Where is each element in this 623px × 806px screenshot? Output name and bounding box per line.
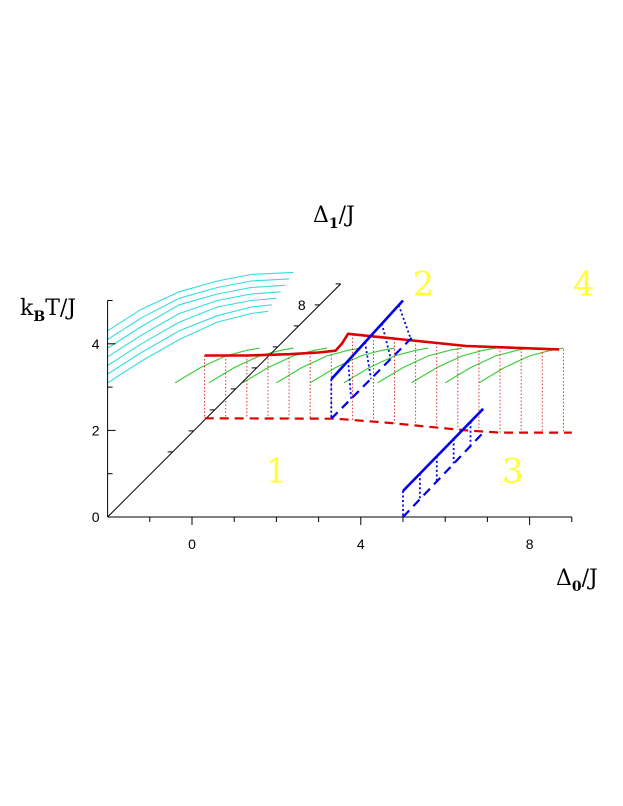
x-tick-label: 4	[357, 536, 365, 552]
cyan-surface-curve	[107, 310, 269, 384]
x-axis-title: Δ0/J	[556, 566, 598, 595]
z-tick-label: 2	[92, 422, 100, 438]
green-surface-curve	[478, 347, 564, 384]
phase-boundaries	[204, 299, 572, 518]
labels: Δ0/J Δ1/J kBT/J 1 2 3 4	[20, 203, 598, 595]
blue-drop-line	[381, 323, 392, 360]
region-label-4: 4	[573, 265, 595, 305]
critical-temperature-upper-line	[204, 332, 560, 357]
blue-drop-line	[364, 342, 372, 379]
tricritical-upper-back-line	[330, 299, 404, 381]
x-tick-label: 0	[188, 536, 196, 552]
cyan-surface-curve	[107, 278, 290, 340]
cyan-surface-curve	[107, 304, 273, 375]
tricritical-lower-front-line	[402, 431, 484, 518]
axes: 0 4 8 0 2 4 8	[92, 283, 573, 552]
green-surface-curve	[309, 347, 395, 384]
region-label-1: 1	[266, 451, 288, 491]
surface-curves	[107, 271, 564, 384]
green-surface-curve	[343, 347, 429, 384]
z-tick-label: 4	[92, 336, 100, 352]
cyan-surface-curve	[107, 291, 281, 358]
drop-lines	[204, 304, 564, 517]
region-label-3: 3	[502, 451, 524, 491]
tricritical-lower-back-line	[330, 333, 417, 420]
cyan-surface-curve	[107, 284, 285, 349]
x-tick-label: 8	[526, 536, 534, 552]
green-surface-curve	[444, 347, 530, 384]
green-surface-curve	[242, 347, 328, 384]
cyan-surface-curve	[107, 297, 277, 366]
region-label-2: 2	[413, 265, 435, 305]
y-tick-label: 8	[298, 297, 306, 313]
y-axis-line	[107, 283, 342, 518]
blue-drop-line	[397, 304, 412, 340]
critical-temperature-lower-line	[204, 417, 572, 434]
cyan-surface-curve	[107, 271, 294, 332]
z-tick-label: 0	[92, 509, 100, 525]
green-surface-curve	[411, 347, 496, 384]
tricritical-upper-front-line	[402, 407, 485, 492]
blue-drop-line	[347, 360, 353, 399]
z-axis-title: kBT/J	[20, 296, 76, 325]
y-axis-title: Δ1/J	[313, 203, 355, 232]
green-surface-curve	[377, 347, 463, 384]
